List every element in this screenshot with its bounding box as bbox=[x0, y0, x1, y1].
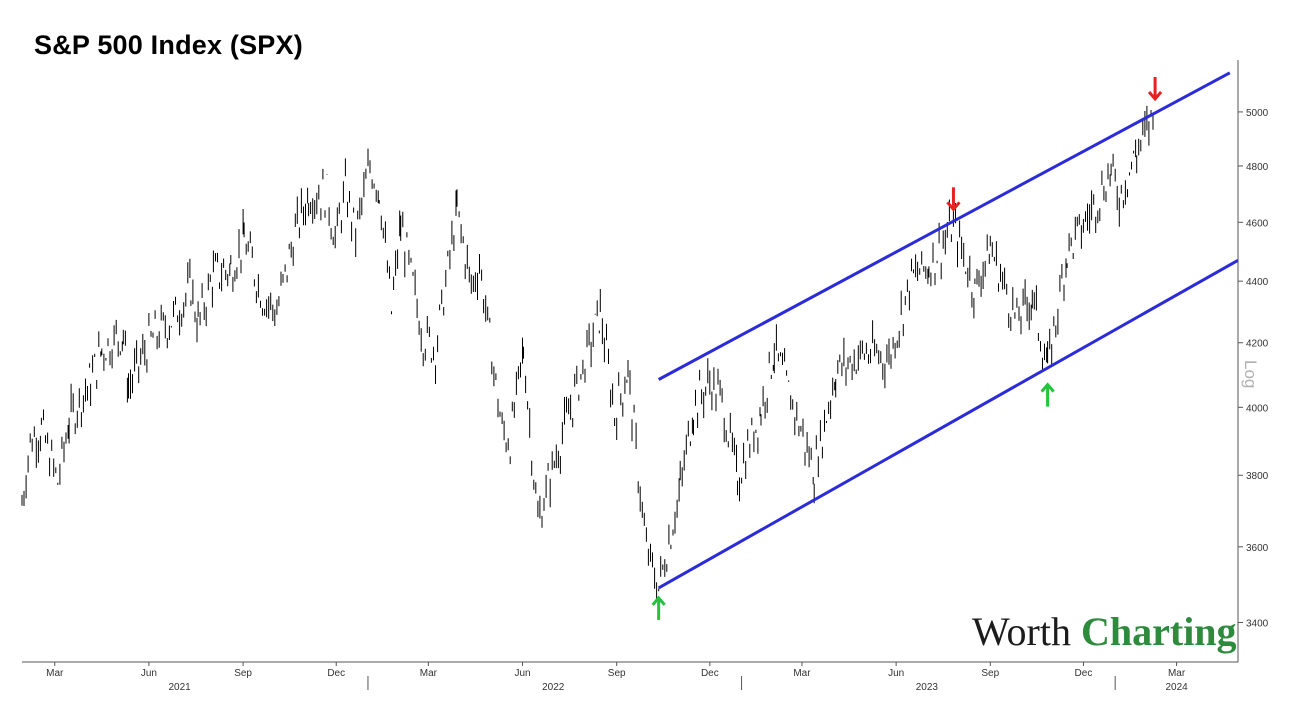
arrow-markers bbox=[651, 76, 1163, 620]
x-tick-label: Dec bbox=[701, 668, 719, 679]
lower-channel-line bbox=[657, 258, 1239, 590]
up-arrow-icon bbox=[651, 595, 666, 620]
x-year-label: 2021 bbox=[169, 682, 192, 693]
logo-charting: Charting bbox=[1080, 609, 1237, 654]
axes: 3400 3600 3800 4000 4200 4400 4600 4800 5000 Log M… bbox=[22, 60, 1269, 693]
y-tick-label: 3800 bbox=[1246, 471, 1269, 482]
x-tick-label: Dec bbox=[1075, 668, 1093, 679]
x-year-label: 2024 bbox=[1165, 682, 1188, 693]
x-tick-label: Mar bbox=[793, 668, 811, 679]
price-bars bbox=[21, 105, 1154, 601]
y-tick-label: 4200 bbox=[1246, 339, 1269, 350]
x-tick-label: Jun bbox=[888, 668, 904, 679]
x-tick-label: Jun bbox=[514, 668, 530, 679]
down-arrow-icon bbox=[946, 187, 961, 212]
y-tick-label: 4800 bbox=[1246, 162, 1269, 173]
chart-title: S&P 500 Index (SPX) bbox=[34, 30, 303, 60]
x-year-label: 2023 bbox=[916, 682, 939, 693]
logo-worth: Worth bbox=[972, 609, 1071, 654]
log-scale-label: Log bbox=[1241, 360, 1260, 388]
y-tick-label: 4400 bbox=[1246, 277, 1269, 288]
x-tick-label: Sep bbox=[234, 668, 252, 679]
y-tick-label: 4000 bbox=[1246, 403, 1269, 414]
down-arrow-icon bbox=[1147, 76, 1163, 102]
channel-lines bbox=[657, 71, 1239, 590]
y-tick-label: 3600 bbox=[1246, 543, 1269, 554]
worth-charting-logo: Worth Charting bbox=[972, 608, 1237, 656]
x-tick-label: Mar bbox=[46, 668, 64, 679]
up-arrow-icon bbox=[1040, 382, 1055, 407]
x-tick-label: Jun bbox=[141, 668, 157, 679]
x-tick-label: Mar bbox=[1168, 668, 1186, 679]
x-tick-label: Sep bbox=[981, 668, 999, 679]
price-series bbox=[21, 105, 1154, 601]
x-tick-label: Sep bbox=[608, 668, 626, 679]
y-tick-label: 5000 bbox=[1246, 108, 1269, 119]
y-tick-label: 3400 bbox=[1246, 618, 1269, 629]
x-tick-label: Mar bbox=[420, 668, 438, 679]
x-year-label: 2022 bbox=[542, 682, 565, 693]
upper-channel-line bbox=[657, 71, 1231, 381]
x-tick-label: Dec bbox=[327, 668, 345, 679]
y-tick-label: 4600 bbox=[1246, 218, 1269, 229]
